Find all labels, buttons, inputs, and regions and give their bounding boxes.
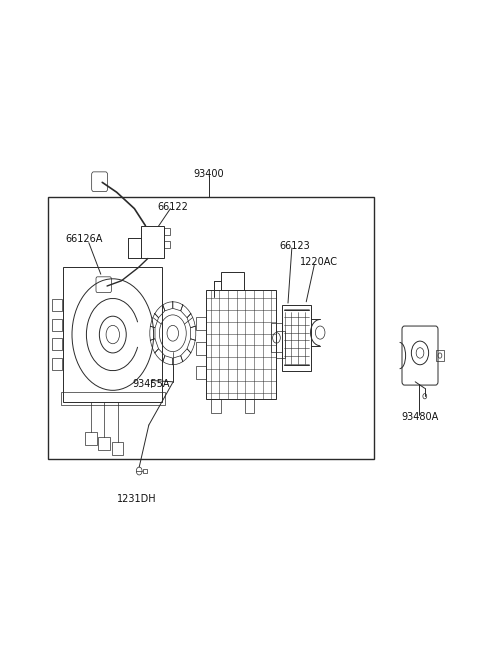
Bar xyxy=(245,399,254,413)
Bar xyxy=(164,228,170,235)
Bar xyxy=(282,305,311,371)
Bar xyxy=(206,290,276,399)
Bar xyxy=(85,432,97,445)
Bar xyxy=(52,358,62,370)
Text: 93480A: 93480A xyxy=(401,411,439,422)
Text: 66126A: 66126A xyxy=(65,234,103,245)
Bar xyxy=(98,437,110,450)
Bar xyxy=(196,366,206,379)
Bar xyxy=(435,350,444,361)
Bar xyxy=(271,323,282,352)
Text: 1220AC: 1220AC xyxy=(300,257,338,268)
Bar xyxy=(52,338,62,350)
Bar xyxy=(52,299,62,311)
Bar xyxy=(143,469,147,473)
Bar xyxy=(61,392,165,405)
Bar xyxy=(211,399,221,413)
Text: 66122: 66122 xyxy=(157,201,188,212)
Bar xyxy=(196,342,206,355)
Bar xyxy=(48,197,374,459)
Bar xyxy=(63,267,162,402)
Bar xyxy=(164,241,170,248)
Bar xyxy=(221,272,244,290)
Text: 93455A: 93455A xyxy=(132,379,170,389)
Text: 1231DH: 1231DH xyxy=(117,493,156,504)
Bar xyxy=(52,319,62,331)
Bar xyxy=(276,331,285,358)
Bar xyxy=(196,317,206,330)
Text: 93400: 93400 xyxy=(193,169,224,179)
Text: 66123: 66123 xyxy=(280,241,311,251)
Bar xyxy=(112,442,123,455)
